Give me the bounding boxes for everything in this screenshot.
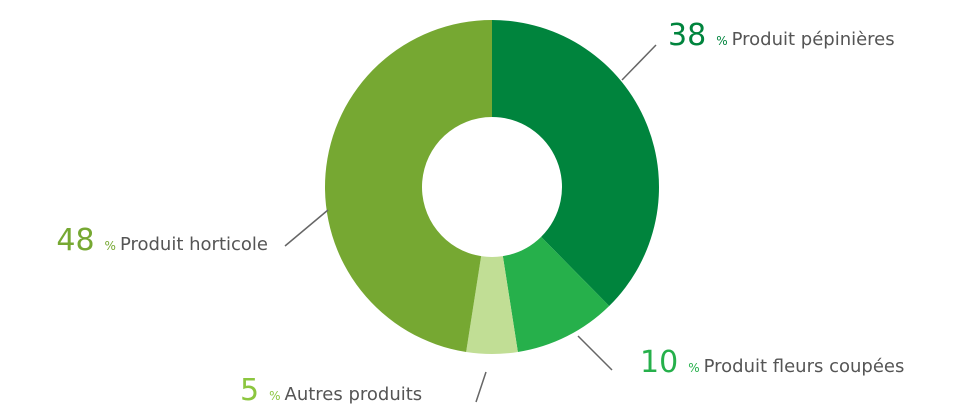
leader-line [284,209,329,247]
donut-slice [502,236,610,352]
donut-slice [466,256,518,354]
slice-label: 5% Autres produits [240,373,422,405]
label-unit: % [688,361,699,375]
donut-slice [492,20,660,307]
label-unit: % [269,389,280,403]
label-value: 48 [56,223,94,258]
slice-label: 48% Produit horticole [56,223,268,258]
label-unit: % [716,34,727,48]
slice-label: 10% Produit fleurs coupées [640,345,904,380]
leader-line [621,44,657,81]
label-name: Autres produits [285,384,423,405]
donut-slice [324,20,492,352]
label-unit: % [105,239,116,253]
label-value: 38 [668,18,706,53]
leader-line [577,335,613,371]
label-value: 10 [640,345,678,380]
leader-line [475,371,487,403]
label-name: Produit pépinières [732,29,895,50]
label-name: Produit fleurs coupées [704,356,905,377]
slice-label: 38% Produit pépinières [668,18,895,53]
label-name: Produit horticole [120,234,268,255]
label-value: 5 [240,373,259,405]
